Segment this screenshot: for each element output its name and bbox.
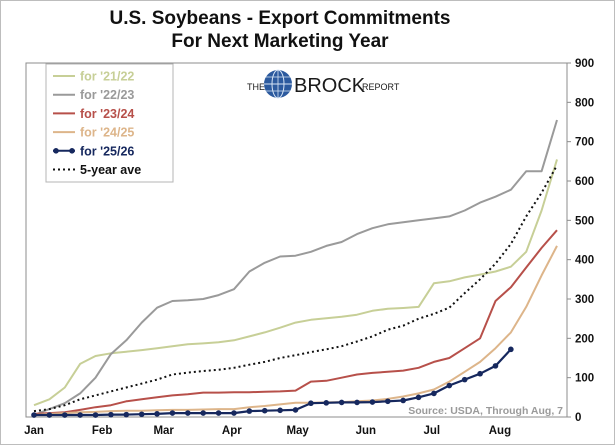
series-2 — [33, 229, 558, 415]
logo-text-the: THE — [247, 82, 265, 92]
legend-item: for '24/25 — [53, 126, 134, 140]
x-tick-label: Jun — [356, 425, 376, 437]
legend-item: for '22/23 — [53, 88, 134, 102]
series-line — [33, 164, 558, 413]
series-point — [31, 412, 37, 418]
series-point — [215, 410, 222, 416]
legend-box — [45, 63, 174, 183]
series-point — [508, 346, 514, 353]
series-point — [77, 412, 83, 418]
series-1 — [33, 119, 558, 416]
logo-text-report: REPORT — [362, 82, 400, 92]
x-tick-label: Apr — [222, 425, 242, 437]
brock-report-logo: THE BROCK REPORT — [247, 69, 400, 99]
series-0 — [33, 159, 558, 407]
y-tick-label: 800 — [575, 97, 594, 109]
legend-item: for '25/26 — [53, 144, 134, 158]
series-point — [384, 398, 391, 405]
legend-marker — [53, 148, 59, 154]
series-point — [200, 410, 207, 416]
x-tick-label: Mar — [153, 425, 174, 437]
series-point — [169, 410, 176, 416]
series-point — [415, 394, 422, 401]
series-point — [323, 400, 330, 406]
series-point — [154, 411, 160, 417]
series-point — [61, 412, 68, 418]
source-note: Source: USDA, Through Aug, 7 — [408, 405, 563, 417]
series-point — [185, 410, 191, 416]
axis-layer: 0 100 200 300 400 500 600 700 800 900 Jan Feb Mar Apr… — [24, 58, 594, 437]
legend-item: for '21/22 — [53, 70, 134, 84]
legend-label: for '25/26 — [80, 144, 134, 158]
series-point — [338, 399, 345, 406]
series-point — [461, 376, 468, 383]
legend-label: 5-year ave — [80, 163, 141, 177]
series-line — [33, 245, 558, 416]
y-tick-label: 200 — [575, 333, 594, 345]
series-4 — [31, 346, 514, 418]
chart-title-line-2: For Next Marketing Year — [171, 31, 389, 52]
series-point — [292, 407, 299, 413]
series-point — [231, 410, 237, 416]
x-tick-label: Jul — [423, 425, 440, 437]
x-tick-label: Aug — [489, 425, 511, 437]
series-point — [138, 411, 145, 418]
logo-text-brock: BROCK — [294, 75, 366, 97]
x-tick-label: Feb — [92, 425, 112, 437]
legend-label: for '24/25 — [80, 126, 134, 140]
legend-item: 5-year ave — [53, 163, 141, 177]
legend-label: for '22/23 — [80, 88, 134, 102]
series-point — [277, 407, 283, 414]
legend-marker — [69, 148, 75, 154]
y-tick-label: 300 — [575, 294, 594, 306]
y-tick-label: 900 — [575, 58, 594, 70]
legend-item: for '23/24 — [53, 107, 134, 121]
x-tick-label: May — [286, 425, 309, 437]
series-line — [33, 159, 558, 407]
x-tick-label: Jan — [24, 425, 44, 437]
series-point — [431, 390, 437, 397]
y-tick-label: 0 — [575, 412, 581, 424]
legend: for '21/22 for '22/23 for '23/24 for '24/25… — [45, 63, 174, 183]
series-point — [108, 411, 114, 418]
series-point — [400, 397, 406, 404]
series-point — [123, 411, 130, 418]
series-point — [354, 399, 360, 406]
series-point — [492, 363, 499, 369]
series-5 — [33, 164, 558, 413]
legend-label: for '23/24 — [80, 107, 134, 121]
y-tick-label: 700 — [575, 137, 594, 149]
series-point — [92, 412, 99, 418]
series-point — [261, 407, 268, 414]
y-tick-label: 400 — [575, 255, 594, 267]
legend-label: for '21/22 — [80, 70, 134, 84]
globe-icon — [264, 69, 292, 99]
series-point — [308, 400, 314, 407]
y-tick-label: 100 — [575, 373, 594, 385]
y-tick-label: 500 — [575, 215, 594, 227]
series-point — [46, 412, 53, 418]
series-line — [33, 229, 558, 415]
series-line — [33, 119, 558, 416]
series-point — [369, 399, 376, 405]
series-3 — [33, 245, 558, 416]
series-point — [446, 382, 453, 389]
series-layer — [31, 119, 558, 418]
chart-title-line-1: U.S. Soybeans - Export Commitments — [109, 8, 451, 29]
y-tick-label: 600 — [575, 176, 594, 188]
series-point — [477, 370, 483, 377]
series-point — [246, 408, 253, 414]
